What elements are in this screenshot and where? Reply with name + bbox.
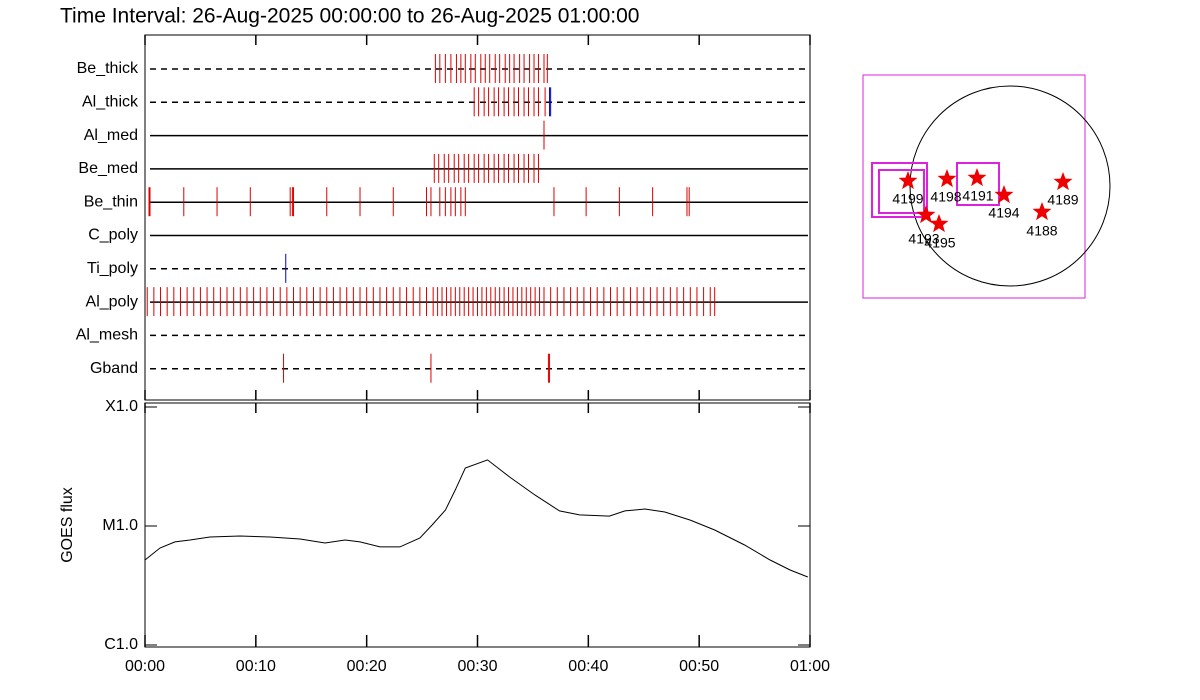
region-star — [1053, 172, 1073, 191]
flux-frame — [144, 402, 811, 648]
x-tick-label: 00:40 — [568, 658, 608, 675]
row-label: Ti_poly — [87, 260, 138, 277]
x-tick-label: 00:50 — [679, 658, 719, 675]
region-label: 4198 — [930, 189, 961, 205]
row-label: Al_med — [84, 127, 138, 144]
region-star — [967, 168, 987, 187]
region-box — [956, 162, 1000, 206]
chart-title: Time Interval: 26-Aug-2025 00:00:00 to 2… — [60, 5, 639, 28]
region-label: 4191 — [962, 188, 993, 204]
x-tick-label: 01:00 — [790, 658, 830, 675]
y-tick-label: C1.0 — [104, 636, 138, 653]
solar-limb — [909, 85, 1111, 287]
row-label: Al_mesh — [76, 327, 138, 344]
event-frame — [144, 34, 811, 401]
y-tick-label: M1.0 — [102, 517, 138, 534]
y-tick-label: X1.0 — [105, 398, 138, 415]
x-tick-label: 00:00 — [125, 658, 165, 675]
row-label: Al_poly — [86, 293, 138, 310]
y-axis-label: GOES flux — [59, 487, 76, 563]
region-star — [916, 205, 936, 224]
region-star — [929, 214, 949, 233]
region-box — [878, 169, 925, 214]
region-label: 4195 — [924, 235, 955, 251]
row-label: Al_thick — [82, 94, 139, 111]
region-star — [1032, 202, 1052, 221]
region-label: 4193 — [908, 231, 939, 247]
x-tick-label: 00:30 — [457, 658, 497, 675]
map-frame — [862, 74, 1086, 299]
row-label: C_poly — [88, 227, 138, 244]
region-label: 4199 — [892, 191, 923, 207]
region-star — [937, 169, 957, 188]
region-star — [898, 171, 918, 190]
x-tick-label: 00:20 — [347, 658, 387, 675]
flux-line — [144, 459, 808, 578]
row-label: Be_thick — [77, 60, 139, 77]
region-box — [871, 162, 928, 218]
region-label: 4188 — [1026, 223, 1057, 239]
x-tick-label: 00:10 — [236, 658, 276, 675]
row-label: Be_med — [78, 160, 138, 177]
region-label: 4194 — [988, 205, 1019, 221]
region-star — [994, 185, 1014, 204]
row-label: Be_thin — [84, 193, 138, 210]
region-label: 4189 — [1047, 192, 1078, 208]
row-label: Gband — [90, 360, 138, 377]
